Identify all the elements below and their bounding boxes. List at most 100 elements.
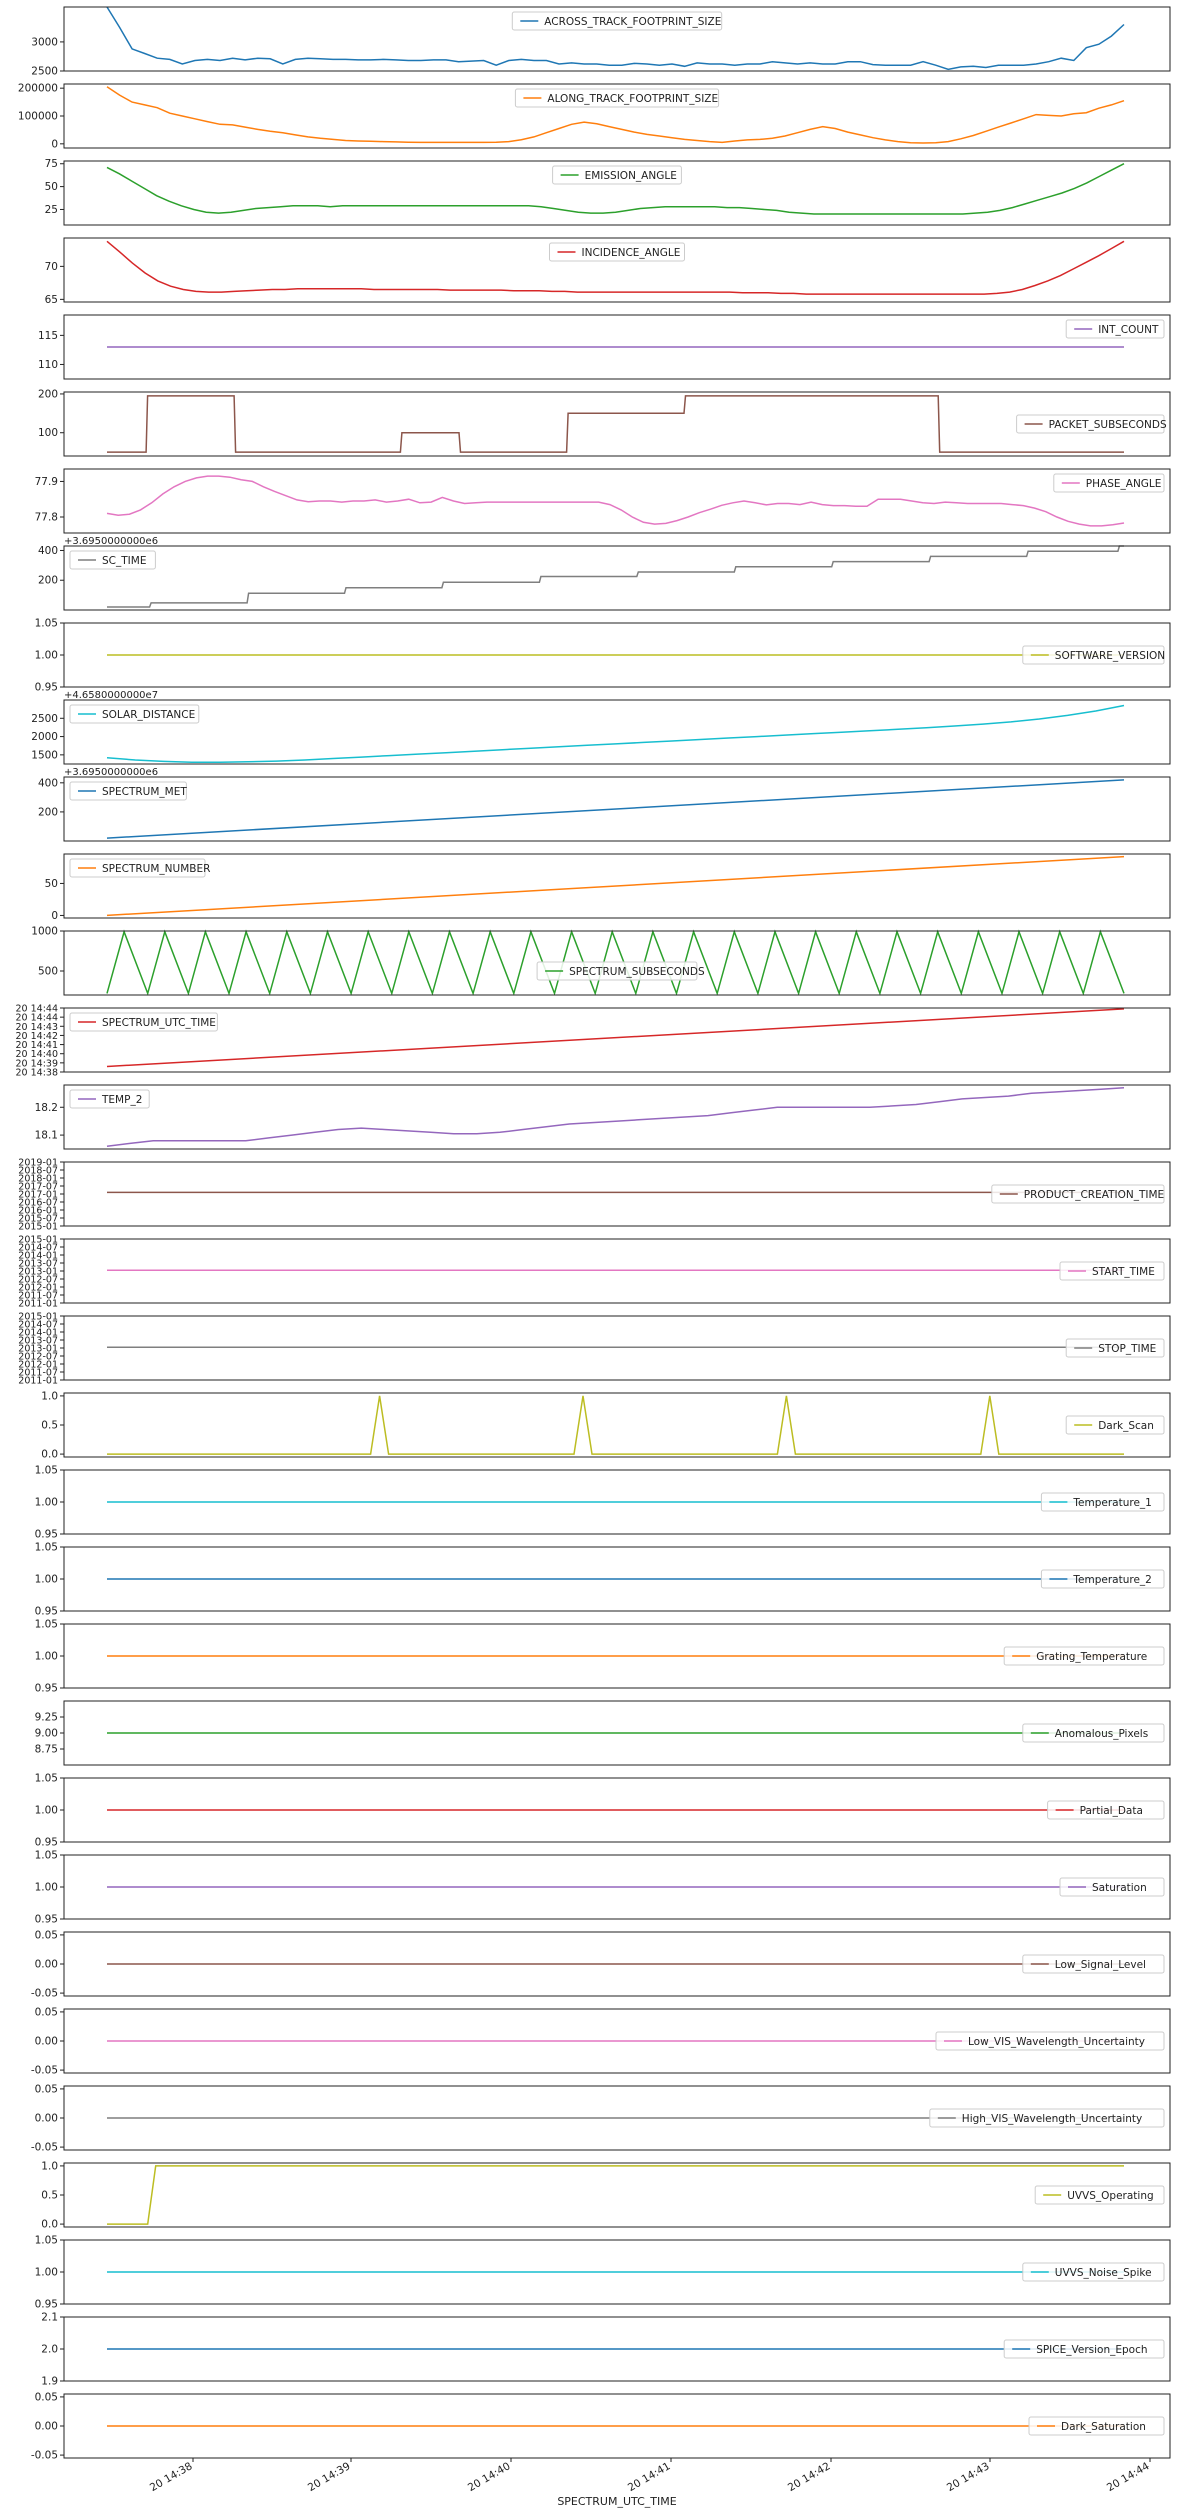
legend-dark-scan: Dark_Scan [1065,1415,1165,1435]
axes-frame-spectrum-subseconds [63,930,1171,996]
legend-uvvs-operating: UVVS_Operating [1034,2185,1165,2205]
ytick-label-emission-angle-1: 50 [45,181,58,193]
ytick-label-product-creation-time-5: 2017-07 [18,1182,58,1193]
ytick-label-start-time-6: 2014-01 [18,1251,58,1262]
legend-label-solar-distance: SOLAR_DISTANCE [102,709,195,721]
ytick-label-dark-saturation-0: -0.05 [31,2450,58,2462]
panel-grating-temperature: 0.95 1.00 1.05 Grating_Temperature [35,1619,1171,1695]
ytick-label-stop-time-4: 2013-01 [18,1344,58,1355]
series-line-spectrum-number [106,855,1125,917]
legend-label-start-time: START_TIME [1092,1266,1155,1278]
axes-frame-phase-angle [63,468,1171,534]
ytick-label-uvvs-noise-spike-1: 1.00 [35,2267,58,2279]
legend-label-dark-saturation: Dark_Saturation [1061,2421,1146,2433]
ytick-label-packet-subseconds-0: 100 [38,427,58,439]
ytick-label-spectrum-utc-time-2: 20 14:40 [16,1049,59,1060]
legend-start-time: START_TIME [1059,1261,1165,1281]
axes-frame-emission-angle [63,160,1171,226]
ytick-label-sc-time-0: 200 [38,575,58,587]
series-line-incidence-angle [106,240,1125,295]
panel-sc-time: 200 400 +3.6950000000e6 SC_TIME [38,536,1171,611]
ytick-label-temperature-2-0: 0.95 [35,1606,58,1618]
offset-label-spectrum-met: +3.6950000000e6 [64,767,158,778]
ytick-label-solar-distance-1: 2000 [31,731,58,743]
legend-box-temp-2 [69,1089,150,1109]
ytick-label-grating-temperature-1: 1.00 [35,1651,58,1663]
axes-frame-uvvs-operating [63,2162,1171,2228]
legend-label-temperature-1: Temperature_1 [1072,1497,1151,1509]
panel-temperature-1: 0.95 1.00 1.05 Temperature_1 [35,1465,1171,1541]
legend-label-stop-time: STOP_TIME [1098,1343,1156,1355]
ytick-label-stop-time-1: 2011-07 [18,1368,58,1379]
ytick-label-start-time-4: 2013-01 [18,1267,58,1278]
ytick-label-product-creation-time-1: 2015-07 [18,1214,58,1225]
axes-frame-low-vis-wavelength-uncertainty [63,2008,1171,2074]
ytick-label-incidence-angle-1: 70 [45,261,58,273]
panel-uvvs-noise-spike: 0.95 1.00 1.05 UVVS_Noise_Spike [35,2235,1171,2311]
legend-label-sc-time: SC_TIME [102,555,146,567]
legend-box-packet-subseconds [1016,414,1165,434]
ytick-label-uvvs-noise-spike-2: 1.05 [35,2235,58,2247]
axes-frame-stop-time [63,1315,1171,1381]
legend-high-vis-wavelength-uncertainty: High_VIS_Wavelength_Uncertainty [929,2108,1165,2128]
legend-temp-2: TEMP_2 [69,1089,150,1109]
legend-spice-version-epoch: SPICE_Version_Epoch [1003,2339,1165,2359]
legend-label-spice-version-epoch: SPICE_Version_Epoch [1036,2344,1147,2356]
ytick-label-anomalous-pixels-0: 8.75 [35,1744,58,1756]
ytick-label-spectrum-subseconds-1: 1000 [31,926,58,938]
legend-across-track-footprint-size: ACROSS_TRACK_FOOTPRINT_SIZE [511,11,723,31]
ytick-label-start-time-7: 2014-07 [18,1243,58,1254]
ytick-label-product-creation-time-3: 2016-07 [18,1198,58,1209]
legend-stop-time: STOP_TIME [1065,1338,1165,1358]
legend-label-grating-temperature: Grating_Temperature [1036,1651,1147,1663]
panel-temp-2: 18.1 18.2 TEMP_2 [35,1084,1171,1150]
ytick-label-low-vis-wavelength-uncertainty-0: -0.05 [31,2065,58,2077]
legend-label-across-track-footprint-size: ACROSS_TRACK_FOOTPRINT_SIZE [544,16,721,28]
legend-box-solar-distance [69,704,200,724]
ytick-label-saturation-2: 1.05 [35,1850,58,1862]
legend-box-anomalous-pixels [1022,1723,1165,1743]
xtick-label-1: 20 14:39 [306,2460,353,2494]
ytick-label-software-version-1: 1.00 [35,650,58,662]
ytick-label-int-count-1: 115 [38,330,58,342]
xtick-label-5: 20 14:43 [945,2460,992,2494]
ytick-label-temperature-1-0: 0.95 [35,1529,58,1541]
ytick-label-spectrum-utc-time-7: 20 14:44 [16,1004,59,1015]
xtick-label-3: 20 14:41 [626,2460,673,2494]
ytick-label-stop-time-2: 2012-01 [18,1360,58,1371]
ytick-label-start-time-8: 2015-01 [18,1235,58,1246]
legend-label-temp-2: TEMP_2 [101,1094,142,1106]
legend-box-start-time [1059,1261,1165,1281]
ytick-label-incidence-angle-0: 65 [45,294,58,306]
panel-spectrum-number: 0 50 SPECTRUM_NUMBER [45,853,1171,922]
ytick-label-product-creation-time-6: 2018-01 [18,1174,58,1185]
ytick-label-sc-time-1: 400 [38,545,58,557]
ytick-label-uvvs-noise-spike-0: 0.95 [35,2299,58,2311]
ytick-label-partial-data-1: 1.00 [35,1805,58,1817]
ytick-label-anomalous-pixels-1: 9.00 [35,1728,58,1740]
x-axis-label: SPECTRUM_UTC_TIME [557,2495,676,2508]
legend-box-phase-angle [1053,473,1165,493]
axes-frame-software-version [63,622,1171,688]
axes-frame-anomalous-pixels [63,1700,1171,1766]
legend-temperature-2: Temperature_2 [1040,1569,1165,1589]
panel-packet-subseconds: 100 200 PACKET_SUBSECONDS [38,388,1171,457]
ytick-label-dark-saturation-2: 0.05 [35,2391,58,2403]
series-line-uvvs-operating [107,2165,1124,2225]
legend-label-product-creation-time: PRODUCT_CREATION_TIME [1024,1189,1164,1201]
ytick-label-spectrum-number-0: 0 [51,910,58,922]
legend-box-product-creation-time [991,1184,1165,1204]
legend-sc-time: SC_TIME [69,550,156,570]
ytick-label-high-vis-wavelength-uncertainty-0: -0.05 [31,2142,58,2154]
panel-along-track-footprint-size: 0 100000 200000 ALONG_TRACK_FOOTPRINT_SIZE [18,83,1171,150]
ytick-label-stop-time-8: 2015-01 [18,1312,58,1323]
legend-box-temperature-2 [1040,1569,1165,1589]
ytick-label-temperature-1-1: 1.00 [35,1497,58,1509]
axes-frame-solar-distance [63,699,1171,765]
ytick-label-product-creation-time-4: 2017-01 [18,1190,58,1201]
legend-grating-temperature: Grating_Temperature [1003,1646,1165,1666]
legend-temperature-1: Temperature_1 [1040,1492,1165,1512]
legend-partial-data: Partial_Data [1047,1800,1165,1820]
axes-frame-dark-scan [63,1392,1171,1458]
